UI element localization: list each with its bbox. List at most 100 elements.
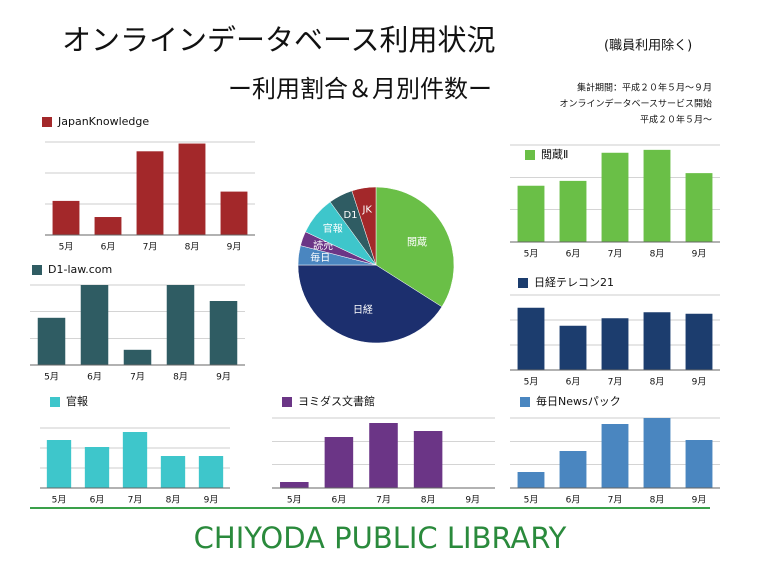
pie-slice bbox=[351, 186, 377, 266]
title-note: (職員利用除く) bbox=[604, 39, 692, 54]
bar bbox=[46, 440, 72, 488]
bar bbox=[517, 307, 545, 370]
x-tick-label: 5月 bbox=[59, 242, 74, 253]
slice-label: D1 bbox=[343, 210, 357, 221]
pie-slice bbox=[375, 186, 455, 308]
bar bbox=[685, 313, 713, 370]
x-tick-label: 8月 bbox=[185, 242, 200, 253]
bar bbox=[122, 432, 148, 488]
bar bbox=[160, 456, 186, 488]
bar bbox=[559, 451, 587, 488]
pie-slice bbox=[297, 264, 443, 344]
legend-swatch bbox=[32, 265, 42, 275]
x-tick-label: 8月 bbox=[650, 495, 665, 506]
x-tick-label: 7月 bbox=[130, 372, 145, 383]
legend-label: D1-law.com bbox=[48, 263, 112, 276]
x-tick-label: 9月 bbox=[227, 242, 242, 253]
x-tick-label: 7月 bbox=[608, 377, 623, 388]
bar bbox=[84, 447, 110, 488]
slice-label: 毎日 bbox=[310, 251, 330, 264]
x-tick-label: 5月 bbox=[524, 495, 539, 506]
bar bbox=[643, 149, 671, 242]
bar bbox=[685, 173, 713, 242]
x-tick-label: 5月 bbox=[524, 249, 539, 260]
x-tick-label: 7月 bbox=[608, 249, 623, 260]
title: オンラインデータベース利用状況 bbox=[62, 23, 496, 57]
legend-label: 日経テレコン21 bbox=[534, 276, 614, 289]
bar bbox=[280, 482, 309, 488]
bar bbox=[643, 312, 671, 370]
note: 集計期間：平成２０年５月〜９月 bbox=[577, 82, 712, 94]
x-tick-label: 9月 bbox=[204, 495, 219, 506]
subtitle: ー利用割合＆月別件数ー bbox=[228, 75, 492, 103]
bar bbox=[643, 418, 671, 488]
slice-label: 日経 bbox=[353, 303, 373, 316]
x-tick-label: 6月 bbox=[566, 377, 581, 388]
x-tick-label: 9月 bbox=[692, 249, 707, 260]
bar bbox=[369, 423, 398, 488]
bar bbox=[517, 185, 545, 242]
legend-swatch bbox=[282, 397, 292, 407]
x-tick-label: 7月 bbox=[143, 242, 158, 253]
x-tick-label: 5月 bbox=[44, 372, 59, 383]
footer: CHIYODA PUBLIC LIBRARY bbox=[194, 521, 567, 555]
legend-label: JapanKnowledge bbox=[57, 115, 149, 128]
x-tick-label: 6月 bbox=[566, 249, 581, 260]
legend-label: 閲蔵Ⅱ bbox=[541, 148, 568, 161]
bar bbox=[198, 456, 224, 488]
legend-swatch bbox=[518, 278, 528, 288]
slice-label: 閲蔵 bbox=[407, 235, 427, 248]
x-tick-label: 6月 bbox=[90, 495, 105, 506]
x-tick-label: 7月 bbox=[376, 495, 391, 506]
x-tick-label: 6月 bbox=[566, 495, 581, 506]
legend-swatch bbox=[520, 397, 530, 407]
x-tick-label: 5月 bbox=[52, 495, 67, 506]
x-tick-label: 9月 bbox=[216, 372, 231, 383]
x-tick-label: 8月 bbox=[166, 495, 181, 506]
bar bbox=[601, 424, 629, 488]
bar bbox=[80, 285, 109, 365]
x-tick-label: 6月 bbox=[87, 372, 102, 383]
bar bbox=[601, 152, 629, 242]
bar bbox=[166, 285, 195, 365]
bar bbox=[37, 317, 66, 365]
x-tick-label: 8月 bbox=[421, 495, 436, 506]
bar bbox=[601, 318, 629, 370]
x-tick-label: 9月 bbox=[465, 495, 480, 506]
bar bbox=[324, 437, 354, 488]
bar bbox=[178, 143, 206, 235]
slice-label: JK bbox=[361, 205, 372, 216]
x-tick-label: 8月 bbox=[650, 249, 665, 260]
x-tick-label: 5月 bbox=[287, 495, 302, 506]
x-tick-label: 7月 bbox=[608, 495, 623, 506]
note: 平成２０年５月〜 bbox=[640, 114, 712, 126]
x-tick-label: 8月 bbox=[650, 377, 665, 388]
bar bbox=[136, 151, 164, 235]
bar bbox=[559, 180, 587, 242]
legend-swatch bbox=[525, 150, 535, 160]
x-tick-label: 9月 bbox=[692, 495, 707, 506]
x-tick-label: 6月 bbox=[101, 242, 116, 253]
bar bbox=[517, 472, 545, 488]
legend-label: 毎日Newsパック bbox=[536, 395, 621, 408]
bar bbox=[123, 349, 152, 365]
legend-label: 官報 bbox=[66, 394, 88, 408]
legend-label: ヨミダス文書館 bbox=[298, 394, 375, 408]
legend-swatch bbox=[42, 117, 52, 127]
legend-swatch bbox=[50, 397, 60, 407]
bar bbox=[413, 431, 443, 488]
x-tick-label: 6月 bbox=[332, 495, 347, 506]
note: オンラインデータベースサービス開始 bbox=[559, 98, 712, 110]
bar bbox=[52, 200, 80, 235]
x-tick-label: 7月 bbox=[128, 495, 143, 506]
slice-label: 官報 bbox=[323, 222, 343, 235]
x-tick-label: 8月 bbox=[173, 372, 188, 383]
x-tick-label: 5月 bbox=[524, 377, 539, 388]
bar bbox=[94, 217, 122, 235]
bar bbox=[220, 191, 248, 235]
bar bbox=[559, 325, 587, 370]
bar bbox=[685, 440, 713, 488]
x-tick-label: 9月 bbox=[692, 377, 707, 388]
bar bbox=[209, 301, 238, 365]
